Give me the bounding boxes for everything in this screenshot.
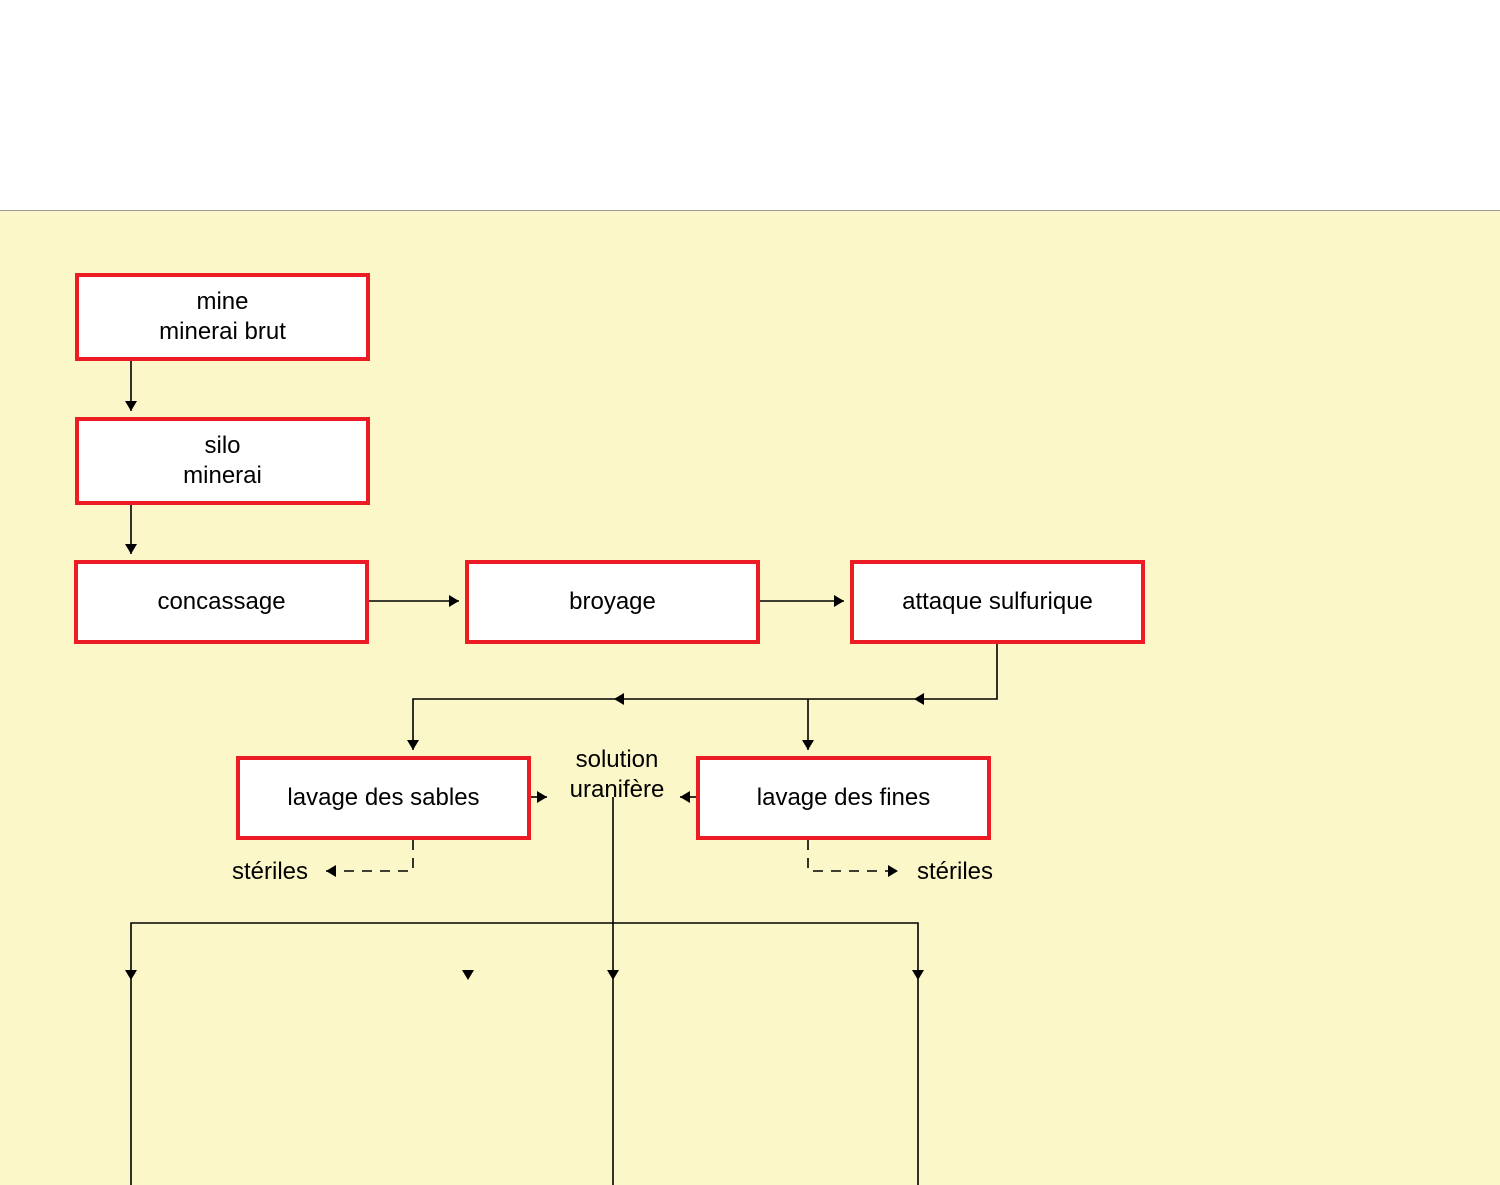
node-label: lavage des fines: [757, 783, 930, 813]
label-sol_uran: solution uranifère: [557, 745, 677, 805]
node-broyage: broyage: [465, 560, 760, 644]
node-label: silo minerai: [183, 431, 262, 491]
node-lav_sables: lavage des sables: [236, 756, 531, 840]
node-label: concassage: [157, 587, 285, 617]
node-label: attaque sulfurique: [902, 587, 1093, 617]
node-label: broyage: [569, 587, 656, 617]
node-attaque: attaque sulfurique: [850, 560, 1145, 644]
node-label: mine minerai brut: [159, 287, 286, 347]
node-silo: silo minerai: [75, 417, 370, 505]
node-label: lavage des sables: [287, 783, 479, 813]
node-mine: mine minerai brut: [75, 273, 370, 361]
label-steriles_r: stériles: [910, 857, 1000, 887]
node-concassage: concassage: [74, 560, 369, 644]
label-steriles_l: stériles: [225, 857, 315, 887]
node-lav_fines: lavage des fines: [696, 756, 991, 840]
